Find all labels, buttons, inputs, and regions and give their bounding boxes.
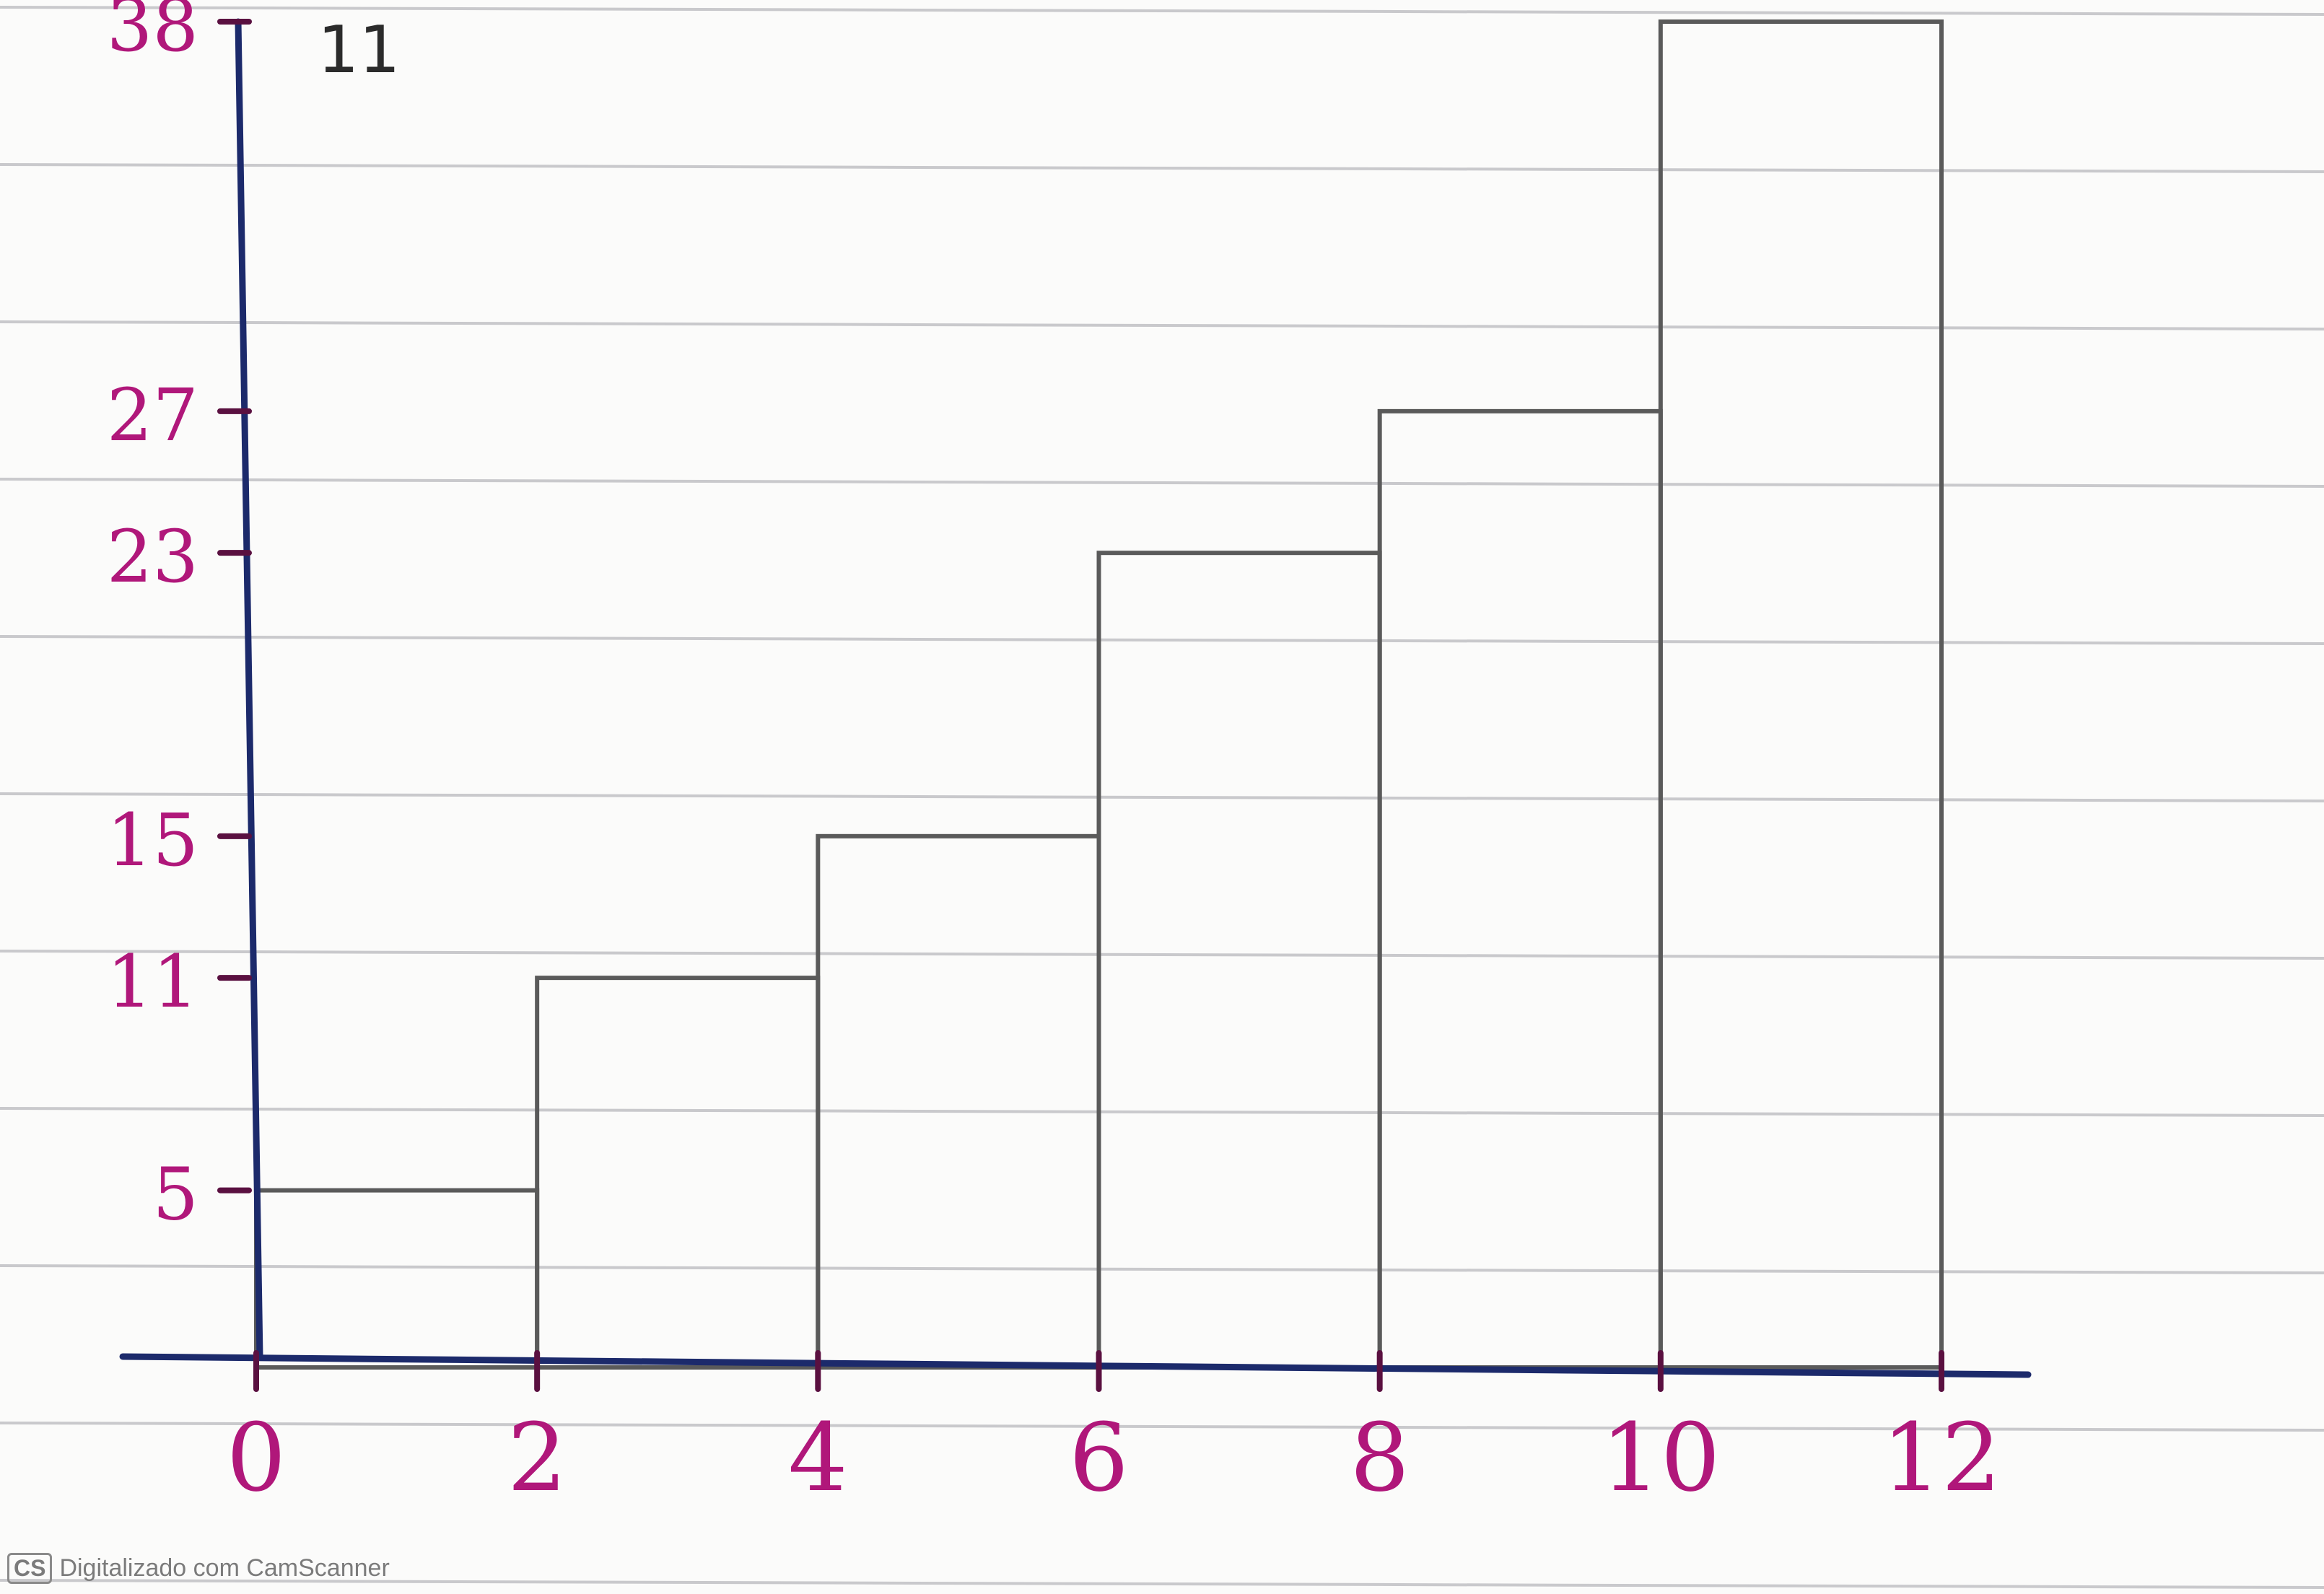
y-axis [235,18,263,1360]
y-tick-label: 11 [107,940,198,1024]
x-tick-label: 0 [227,1403,287,1512]
histogram-bar [535,976,821,1370]
histogram-bar [254,1188,540,1370]
watermark-text: Digitalizado com CamScanner [59,1554,390,1582]
paper-rule-line [0,1264,2324,1274]
paper-rule-line [0,163,2324,173]
y-tick-label: 23 [107,514,198,599]
paper-rule-line [0,1107,2324,1117]
histogram-bar [1377,408,1663,1370]
x-axis [119,1353,2032,1378]
camscanner-watermark: CS Digitalizado com CamScanner [7,1553,390,1584]
paper-rule-line [0,6,2324,16]
camscanner-logo-icon: CS [7,1553,53,1584]
paper-rule-line [0,320,2324,330]
x-axis-ticks: 0 2 4 6 8 10 12 [227,1350,2001,1512]
histogram-bar [1658,19,1944,1370]
paper-rule-line [0,1579,2324,1589]
y-tick-label: 5 [152,1152,198,1237]
y-axis-ticks: 5 11 15 23 27 38 [107,0,252,1237]
y-tick-label: 27 [107,373,198,457]
x-tick-label: 2 [507,1403,567,1512]
y-tick-label: 15 [107,798,198,883]
x-tick-label: 6 [1069,1403,1129,1512]
x-tick-label: 10 [1601,1403,1720,1512]
axes [119,18,2032,1378]
paper-rule-line [0,792,2324,802]
paper-rule-line [0,635,2324,645]
top-note: 11 [318,12,401,88]
histogram-bar [1096,551,1382,1370]
paper-rule-line [0,950,2324,960]
y-tick-label: 38 [107,0,198,68]
notebook-ruled-lines [0,6,2324,1589]
histogram-bar [816,833,1101,1370]
x-tick-label: 8 [1350,1403,1410,1512]
x-tick-label: 4 [788,1403,848,1512]
paper-rule-line [0,1422,2324,1432]
histogram-bars [254,19,1944,1370]
x-tick-label: 12 [1882,1403,2001,1512]
paper-rule-line [0,478,2324,488]
